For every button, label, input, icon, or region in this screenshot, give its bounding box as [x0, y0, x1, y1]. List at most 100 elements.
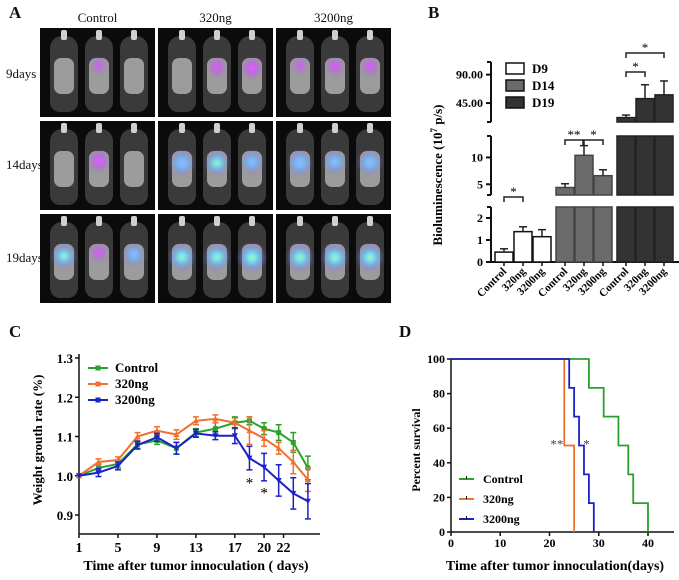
survival-curve-Control: [451, 358, 649, 532]
mouse-head: [249, 216, 255, 226]
mouse-head: [332, 216, 338, 226]
data-point-320ng: [153, 427, 160, 434]
mouse: [238, 123, 266, 205]
y-tick-label: 1.2: [57, 390, 73, 405]
y-tick-label: 20: [433, 490, 445, 504]
mouse: [120, 123, 148, 205]
mouse: [356, 30, 384, 112]
mouse: [203, 30, 231, 112]
mouse-head: [297, 123, 303, 133]
row-label-19days: 19days: [6, 250, 43, 265]
data-point-3200ng: [173, 445, 180, 452]
legend-label-320ng: 320ng: [115, 376, 149, 391]
row-label-14days: 14days: [6, 157, 43, 172]
mouse-head: [96, 123, 102, 133]
x-tick-label: 22: [277, 541, 291, 556]
luminescence-signal: [91, 153, 107, 169]
data-point-3200ng: [275, 477, 282, 484]
y-tick-label: 5: [477, 177, 483, 191]
mouse-head: [249, 123, 255, 133]
column-label-3200ng: 3200ng: [314, 10, 353, 25]
luminescence-signal: [291, 153, 309, 173]
y-tick-label: 1.1: [57, 430, 73, 445]
mouse-head: [61, 30, 67, 40]
bar-D19-Control: [616, 206, 636, 263]
bioluminescence-image-9days-Control: [40, 28, 155, 117]
y-axis-label: Weight grouth rate (%): [30, 375, 45, 506]
mouse-head: [131, 30, 137, 40]
data-point-320ng: [114, 457, 121, 463]
mouse: [321, 30, 349, 112]
bioluminescence-image-14days-Control: [40, 121, 155, 210]
y-tick-label: 40: [433, 456, 445, 470]
legend-swatch-D14: [505, 79, 525, 92]
mouse-head: [297, 30, 303, 40]
x-axis-label: Time after tumor innoculation(days): [446, 559, 665, 574]
mouse: [85, 216, 113, 298]
bar-D14-320ng: [574, 206, 594, 263]
mouse: [168, 123, 196, 205]
bar-D19-3200ng: [654, 135, 674, 196]
y-tick-label: 0: [439, 525, 445, 539]
bar-D14-Control: [555, 206, 575, 263]
significance-label: *: [260, 486, 268, 502]
mouse-head: [249, 30, 255, 40]
x-tick-label: 13: [189, 541, 203, 556]
mouse-head: [297, 216, 303, 226]
mouse-head: [367, 30, 373, 40]
bar-D9-320ng: [513, 230, 533, 263]
luminescence-signal: [294, 60, 306, 72]
mouse: [50, 30, 78, 112]
x-tick-label: 9: [153, 541, 160, 556]
mouse-head: [96, 30, 102, 40]
luminescence-signal: [289, 246, 311, 269]
bar-D14-320ng: [574, 154, 594, 196]
luminescence-signal: [210, 60, 224, 75]
luminescence-signal: [207, 153, 227, 174]
mouse-body: [172, 58, 192, 94]
bar-D14-3200ng: [593, 206, 613, 263]
luminescence-signal: [126, 246, 142, 264]
significance-bracket: [503, 196, 524, 202]
bar-D19-320ng: [635, 135, 655, 196]
mouse: [85, 123, 113, 205]
mouse: [168, 216, 196, 298]
mouse-head: [332, 123, 338, 133]
bar-D19-Control: [616, 135, 636, 196]
mouse: [286, 216, 314, 298]
data-point-320ng: [275, 445, 282, 451]
significance-label: *: [632, 59, 639, 74]
y-tick-label: 80: [433, 387, 445, 401]
x-tick-label: 20: [544, 536, 556, 550]
data-point-320ng: [192, 417, 199, 424]
y-tick-label: 0: [477, 255, 483, 269]
legend-swatch-D9: [505, 62, 525, 75]
significance-label: *: [510, 184, 517, 199]
data-point-3200ng: [231, 433, 238, 439]
row-label-9days: 9days: [6, 66, 37, 81]
mouse-head: [96, 216, 102, 226]
luminescence-signal: [207, 246, 227, 268]
y-tick-label: 1.0: [57, 469, 73, 484]
data-point-3200ng: [134, 442, 141, 449]
mouse: [321, 216, 349, 298]
bar-D14-3200ng: [593, 174, 613, 196]
panel-letter-d: D: [399, 322, 412, 341]
data-point-3200ng: [304, 498, 311, 505]
mouse-head: [131, 123, 137, 133]
data-point-320ng: [212, 415, 219, 422]
bar-D14-Control: [555, 186, 575, 196]
mouse: [286, 123, 314, 205]
significance-bracket: [625, 52, 665, 58]
legend-label-D14: D14: [532, 78, 555, 93]
x-tick-label: 17: [228, 541, 242, 556]
mouse-head: [179, 123, 185, 133]
data-point-Control: [261, 426, 267, 432]
y-tick-label: 60: [433, 421, 445, 435]
bar-D19-320ng: [635, 97, 655, 123]
significance-label: *: [642, 40, 649, 55]
data-point-320ng: [134, 433, 141, 439]
mouse-body: [124, 58, 144, 94]
luminescence-signal: [173, 153, 191, 173]
mouse-body: [54, 58, 74, 94]
